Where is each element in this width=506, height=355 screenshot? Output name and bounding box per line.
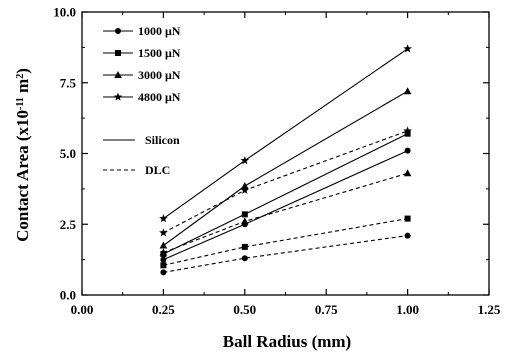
data-point <box>403 126 412 135</box>
legend-entry-material: DLC <box>103 163 170 177</box>
x-axis-title: Ball Radius (mm) <box>223 332 351 351</box>
legend-entry-material: Silicon <box>103 133 180 147</box>
series-silicon-3000 <box>159 87 412 249</box>
series-line <box>163 218 408 266</box>
series-line <box>163 235 408 273</box>
series-silicon-4800 <box>159 44 412 223</box>
legend-marker <box>115 28 121 34</box>
series-line <box>163 90 408 246</box>
legend-label: Silicon <box>145 133 180 147</box>
x-tick-label: 0.00 <box>71 302 94 317</box>
y-axis-title-text: Contact Area (x10 <box>13 110 32 242</box>
data-point <box>159 248 168 256</box>
data-point <box>241 211 248 218</box>
data-point <box>159 241 168 249</box>
legend-marker <box>115 50 121 56</box>
series-dlc-1000 <box>160 232 411 276</box>
legend-label: 4800 μN <box>138 90 181 104</box>
series-dlc-1500 <box>160 215 411 269</box>
series-dlc-4800 <box>159 126 412 237</box>
y-tick-label: 2.5 <box>60 217 77 232</box>
data-point <box>404 130 411 137</box>
x-tick-label: 1.00 <box>396 302 419 317</box>
x-tick-label: 1.25 <box>478 302 501 317</box>
legend: 1000 μN 1500 μN 3000 μN 4800 μN Silicon DLC <box>103 24 181 177</box>
data-point <box>159 214 168 223</box>
legend-entry-load: 1500 μN <box>103 46 181 60</box>
data-point <box>240 185 250 194</box>
series-line <box>163 150 408 261</box>
x-tick-label: 0.75 <box>315 302 338 317</box>
y-axis-title-superscript: 2 <box>15 74 26 79</box>
data-point <box>240 156 250 165</box>
y-tick-label: 0.0 <box>60 288 76 303</box>
data-point <box>403 87 412 95</box>
y-tick-label: 10.0 <box>53 5 76 20</box>
data-point <box>404 147 411 154</box>
data-point <box>404 232 411 239</box>
data-point <box>241 217 249 225</box>
x-tick-label: 0.50 <box>233 302 256 317</box>
data-point <box>403 44 412 53</box>
legend-label: 1000 μN <box>138 24 181 38</box>
data-point <box>241 243 248 250</box>
y-tick-label: 7.5 <box>60 75 77 90</box>
series-line <box>163 133 408 255</box>
data-point <box>241 255 248 262</box>
legend-entry-load: 3000 μN <box>103 68 181 82</box>
legend-label: 3000 μN <box>138 68 181 82</box>
x-axis: 0.00 0.25 0.50 0.75 1.00 1.25 <box>71 12 501 317</box>
y-tick-label: 5.0 <box>60 146 76 161</box>
data-point <box>403 169 412 177</box>
legend-label: 1500 μN <box>138 46 181 60</box>
y-axis: 0.0 2.5 5.0 7.5 10.0 <box>53 5 489 303</box>
x-tick-label: 0.25 <box>152 302 175 317</box>
legend-marker <box>114 71 122 78</box>
series-line <box>163 48 408 220</box>
legend-entry-load: 1000 μN <box>103 24 181 38</box>
legend-marker <box>113 92 123 101</box>
data-point <box>160 269 167 276</box>
data-point <box>160 262 167 269</box>
legend-label: DLC <box>145 163 170 177</box>
series-dlc-3000 <box>159 169 412 256</box>
data-point <box>404 215 411 222</box>
series-layer <box>159 44 412 276</box>
y-axis-title-text: ) <box>13 68 32 74</box>
data-point <box>241 182 249 190</box>
legend-entry-load: 4800 μN <box>103 90 181 104</box>
y-axis-title: Contact Area (x10-11 m2) <box>13 68 32 242</box>
y-axis-title-superscript: -11 <box>15 97 26 110</box>
y-axis-title-text: m <box>13 79 32 97</box>
data-point <box>159 228 168 237</box>
series-silicon-1000 <box>160 147 411 263</box>
series-line <box>163 130 408 234</box>
data-point <box>160 256 167 263</box>
